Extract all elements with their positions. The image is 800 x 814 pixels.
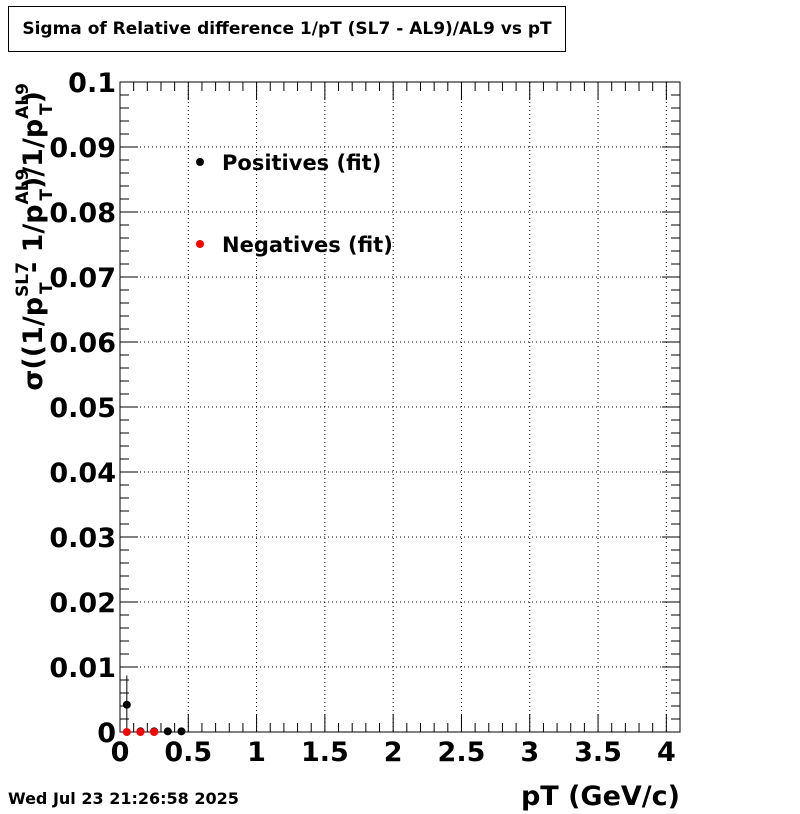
y-title-sup2: AL9 (13, 169, 33, 205)
y-title-sub1: T (37, 282, 57, 294)
y-tick-label: 0.06 (49, 328, 116, 359)
legend-label: Negatives (fit) (222, 233, 393, 257)
legend-marker (196, 158, 204, 166)
x-tick-label: 1.5 (301, 737, 349, 768)
y-title-sub3: T (37, 103, 57, 115)
x-axis-title: pT (GeV/c) (521, 781, 680, 812)
y-tick-label: 0.01 (49, 653, 116, 684)
y-title-sigma: σ (18, 370, 49, 391)
positives-point (177, 727, 186, 736)
data-points (122, 675, 186, 736)
tick-labels: 0 0.5 1 1.5 2 2.5 3 3.5 4 0 0.01 0.02 0.03 0.04 0.05 0.… (49, 68, 675, 768)
legend: Positives (fit) Negatives (fit) (196, 151, 393, 257)
x-tick-label: 3 (520, 737, 539, 768)
y-tick-label: 0.05 (49, 393, 116, 424)
x-tick-label: 3.5 (574, 737, 622, 768)
positives-point (163, 727, 172, 736)
y-tick-label: 0.07 (49, 263, 116, 294)
legend-marker (196, 240, 204, 248)
timestamp: Wed Jul 23 21:26:58 2025 (8, 789, 239, 808)
y-title-sup3: AL9 (13, 83, 33, 119)
y-tick-label: 0.02 (49, 588, 116, 619)
chart-title: Sigma of Relative difference 1/pT (SL7 -… (8, 6, 566, 52)
negatives-point (122, 728, 131, 736)
y-tick-label: 0.04 (49, 458, 116, 489)
x-tick-label: 2 (384, 737, 403, 768)
y-axis-title: σ((1/pSL7 T - 1/pAL9 T)/1/pAL9 T) (13, 83, 57, 391)
x-tick-label: 0.5 (164, 737, 212, 768)
y-tick-label: 0.03 (49, 523, 116, 554)
negatives-point (136, 728, 145, 736)
y-title-mid2: )/1/p (18, 119, 49, 189)
y-title-mid: - 1/p (18, 204, 49, 282)
y-title-open: ((1/p (18, 297, 49, 370)
y-title-sup1: SL7 (13, 262, 33, 297)
y-tick-label: 0.1 (68, 68, 116, 99)
y-tick-label: 0.08 (49, 198, 116, 229)
y-title-close: ) (18, 91, 49, 103)
x-tick-label: 2.5 (438, 737, 486, 768)
x-tick-label: 4 (657, 737, 676, 768)
axis-ticks (119, 81, 681, 733)
legend-label: Positives (fit) (222, 151, 381, 175)
x-tick-label: 0 (111, 737, 130, 768)
y-tick-label: 0.09 (49, 133, 116, 164)
grid (120, 82, 680, 732)
positives-point (122, 700, 131, 709)
y-title-sub2: T (37, 189, 57, 201)
negatives-point (150, 728, 159, 736)
x-tick-label: 1 (247, 737, 266, 768)
y-tick-label: 0 (97, 718, 116, 749)
